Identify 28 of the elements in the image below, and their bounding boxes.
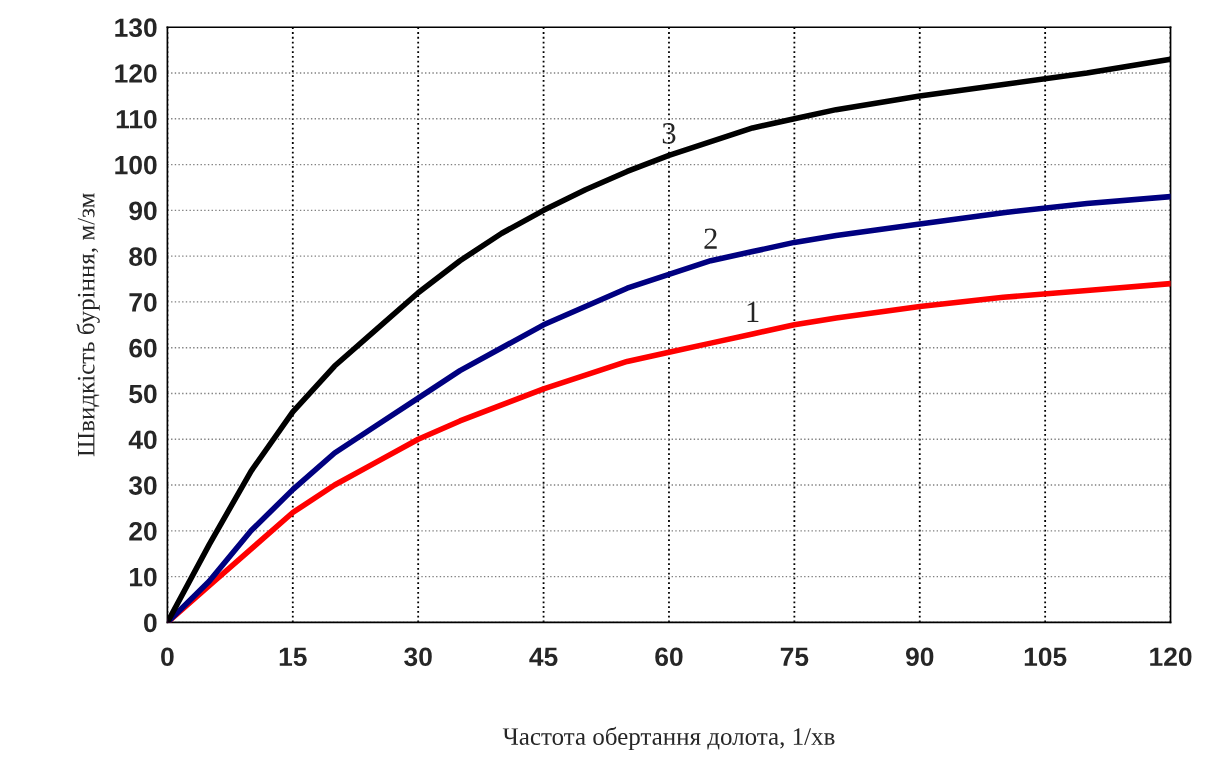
y-tick-label: 120 xyxy=(115,64,157,83)
y-tick-label: 80 xyxy=(129,247,157,266)
x-axis-title: Частота обертання долота, 1/хв xyxy=(502,726,835,751)
y-tick-label: 90 xyxy=(129,201,157,221)
y-tick-label: 30 xyxy=(128,476,157,495)
series-label: 3 xyxy=(662,123,676,144)
x-tick-label: 15 xyxy=(279,647,307,667)
series-label: 1 xyxy=(747,301,759,322)
x-tick-label: 75 xyxy=(780,647,809,667)
y-tick-label: 10 xyxy=(129,567,157,587)
x-tick-label: 105 xyxy=(1024,647,1067,667)
y-tick-label: 40 xyxy=(128,430,157,450)
y-tick-label: 60 xyxy=(129,338,157,358)
x-tick-label: 90 xyxy=(906,647,934,667)
x-tick-label: 0 xyxy=(161,647,174,667)
y-tick-label: 0 xyxy=(144,613,157,633)
y-tick-label: 50 xyxy=(129,384,157,404)
x-tick-label: 45 xyxy=(529,647,558,667)
y-tick-label: 70 xyxy=(129,293,157,312)
y-tick-label: 130 xyxy=(115,18,157,38)
x-tick-label: 30 xyxy=(404,647,432,667)
x-tick-label: 60 xyxy=(655,647,683,667)
y-axis-title: Швидкість буріння, м/зм xyxy=(76,193,100,457)
x-tick-label: 120 xyxy=(1150,647,1192,667)
y-tick-label: 100 xyxy=(115,155,157,175)
y-tick-label: 110 xyxy=(116,109,157,129)
y-tick-label: 20 xyxy=(129,521,157,541)
series-label: 2 xyxy=(704,228,717,249)
